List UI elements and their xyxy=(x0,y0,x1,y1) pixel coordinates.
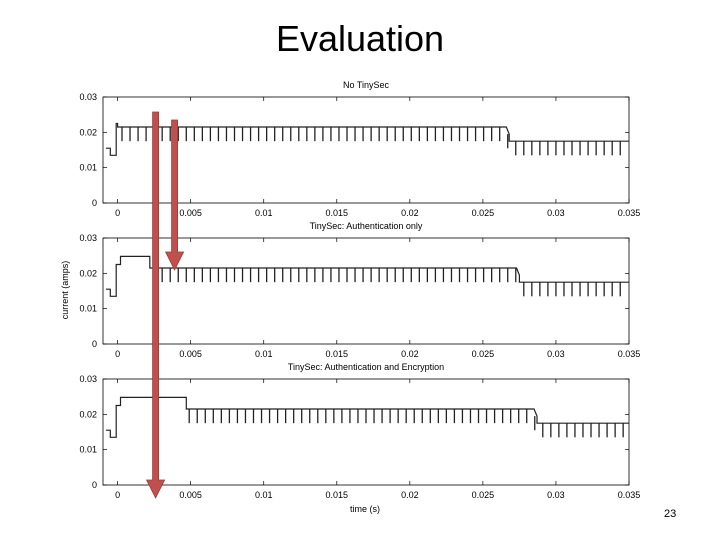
x-tick-label: 0.01 xyxy=(255,349,273,359)
chart-title: TinySec: Authentication and Encryption xyxy=(288,362,444,372)
series-line xyxy=(105,122,629,156)
long-red-arrow-shape xyxy=(145,111,166,499)
plot-frame xyxy=(102,96,630,204)
x-tick-label: 0.015 xyxy=(326,349,349,359)
series-line xyxy=(105,396,629,438)
short-red-arrow xyxy=(164,119,185,271)
y-tick-label: 0.01 xyxy=(79,163,97,173)
x-tick-label: 0.015 xyxy=(326,208,349,218)
page-number: 23 xyxy=(664,508,677,520)
shared-ylabel-group: current (amps) xyxy=(60,261,70,320)
chart-panel-1: No TinySec 0 0.01 0.02 0.03 0 0.005 0.01 0.015 0.… xyxy=(79,80,640,218)
y-tick-label: 0.03 xyxy=(79,92,97,102)
y-tick-label: 0.02 xyxy=(79,127,97,137)
x-tick-label: 0.02 xyxy=(401,208,419,218)
x-tick-label: 0.02 xyxy=(401,490,419,500)
chart-title: No TinySec xyxy=(343,80,390,90)
x-tick-label: 0.015 xyxy=(326,490,349,500)
y-tick-label: 0 xyxy=(92,480,97,490)
x-tick-label: 0.005 xyxy=(179,208,202,218)
x-tick-label: 0 xyxy=(115,208,120,218)
chart-title: TinySec: Authentication only xyxy=(310,221,423,231)
shared-ylabel: current (amps) xyxy=(60,261,70,320)
shared-xlabel: time (s) xyxy=(350,504,380,514)
y-tick-label: 0.02 xyxy=(79,409,97,419)
x-tick-label: 0 xyxy=(115,349,120,359)
plot-frame xyxy=(102,237,630,345)
y-tick-label: 0.01 xyxy=(79,304,97,314)
x-tick-label: 0 xyxy=(115,490,120,500)
x-tick-label: 0.03 xyxy=(547,208,565,218)
x-tick-label: 0.01 xyxy=(255,490,273,500)
charts-group: No TinySec 0 0.01 0.02 0.03 0 0.005 0.01 0.015 0.… xyxy=(79,80,640,500)
series-spikes xyxy=(153,268,621,297)
x-tick-label: 0.03 xyxy=(547,490,565,500)
arrows-group xyxy=(145,111,185,499)
x-tick-label: 0.025 xyxy=(472,208,495,218)
x-tick-label: 0.025 xyxy=(472,490,495,500)
chart-panel-3: TinySec: Authentication and Encryption 0 0… xyxy=(79,362,640,500)
slide-title: Evaluation xyxy=(275,18,445,59)
y-tick-label: 0.03 xyxy=(79,233,97,243)
y-tick-label: 0.03 xyxy=(79,374,97,384)
series-line xyxy=(105,255,629,297)
x-tick-label: 0.025 xyxy=(472,349,495,359)
x-tick-label: 0.005 xyxy=(179,349,202,359)
plot-frame xyxy=(102,378,630,486)
x-tick-label: 0.005 xyxy=(179,490,202,500)
short-red-arrow-shape xyxy=(164,119,185,271)
y-tick-label: 0.02 xyxy=(79,268,97,278)
series-spikes xyxy=(121,127,621,156)
x-tick-label: 0.02 xyxy=(401,349,419,359)
x-tick-label: 0.03 xyxy=(547,349,565,359)
x-tick-label: 0.035 xyxy=(618,208,641,218)
y-tick-label: 0 xyxy=(92,198,97,208)
chart-panel-2: TinySec: Authentication only 0 0.01 0.02 0.0… xyxy=(79,221,640,359)
x-tick-label: 0.035 xyxy=(618,490,641,500)
x-tick-label: 0.035 xyxy=(618,349,641,359)
y-tick-label: 0 xyxy=(92,339,97,349)
series-spikes xyxy=(188,409,624,438)
x-tick-label: 0.01 xyxy=(255,208,273,218)
long-red-arrow xyxy=(145,111,166,499)
y-tick-label: 0.01 xyxy=(79,445,97,455)
